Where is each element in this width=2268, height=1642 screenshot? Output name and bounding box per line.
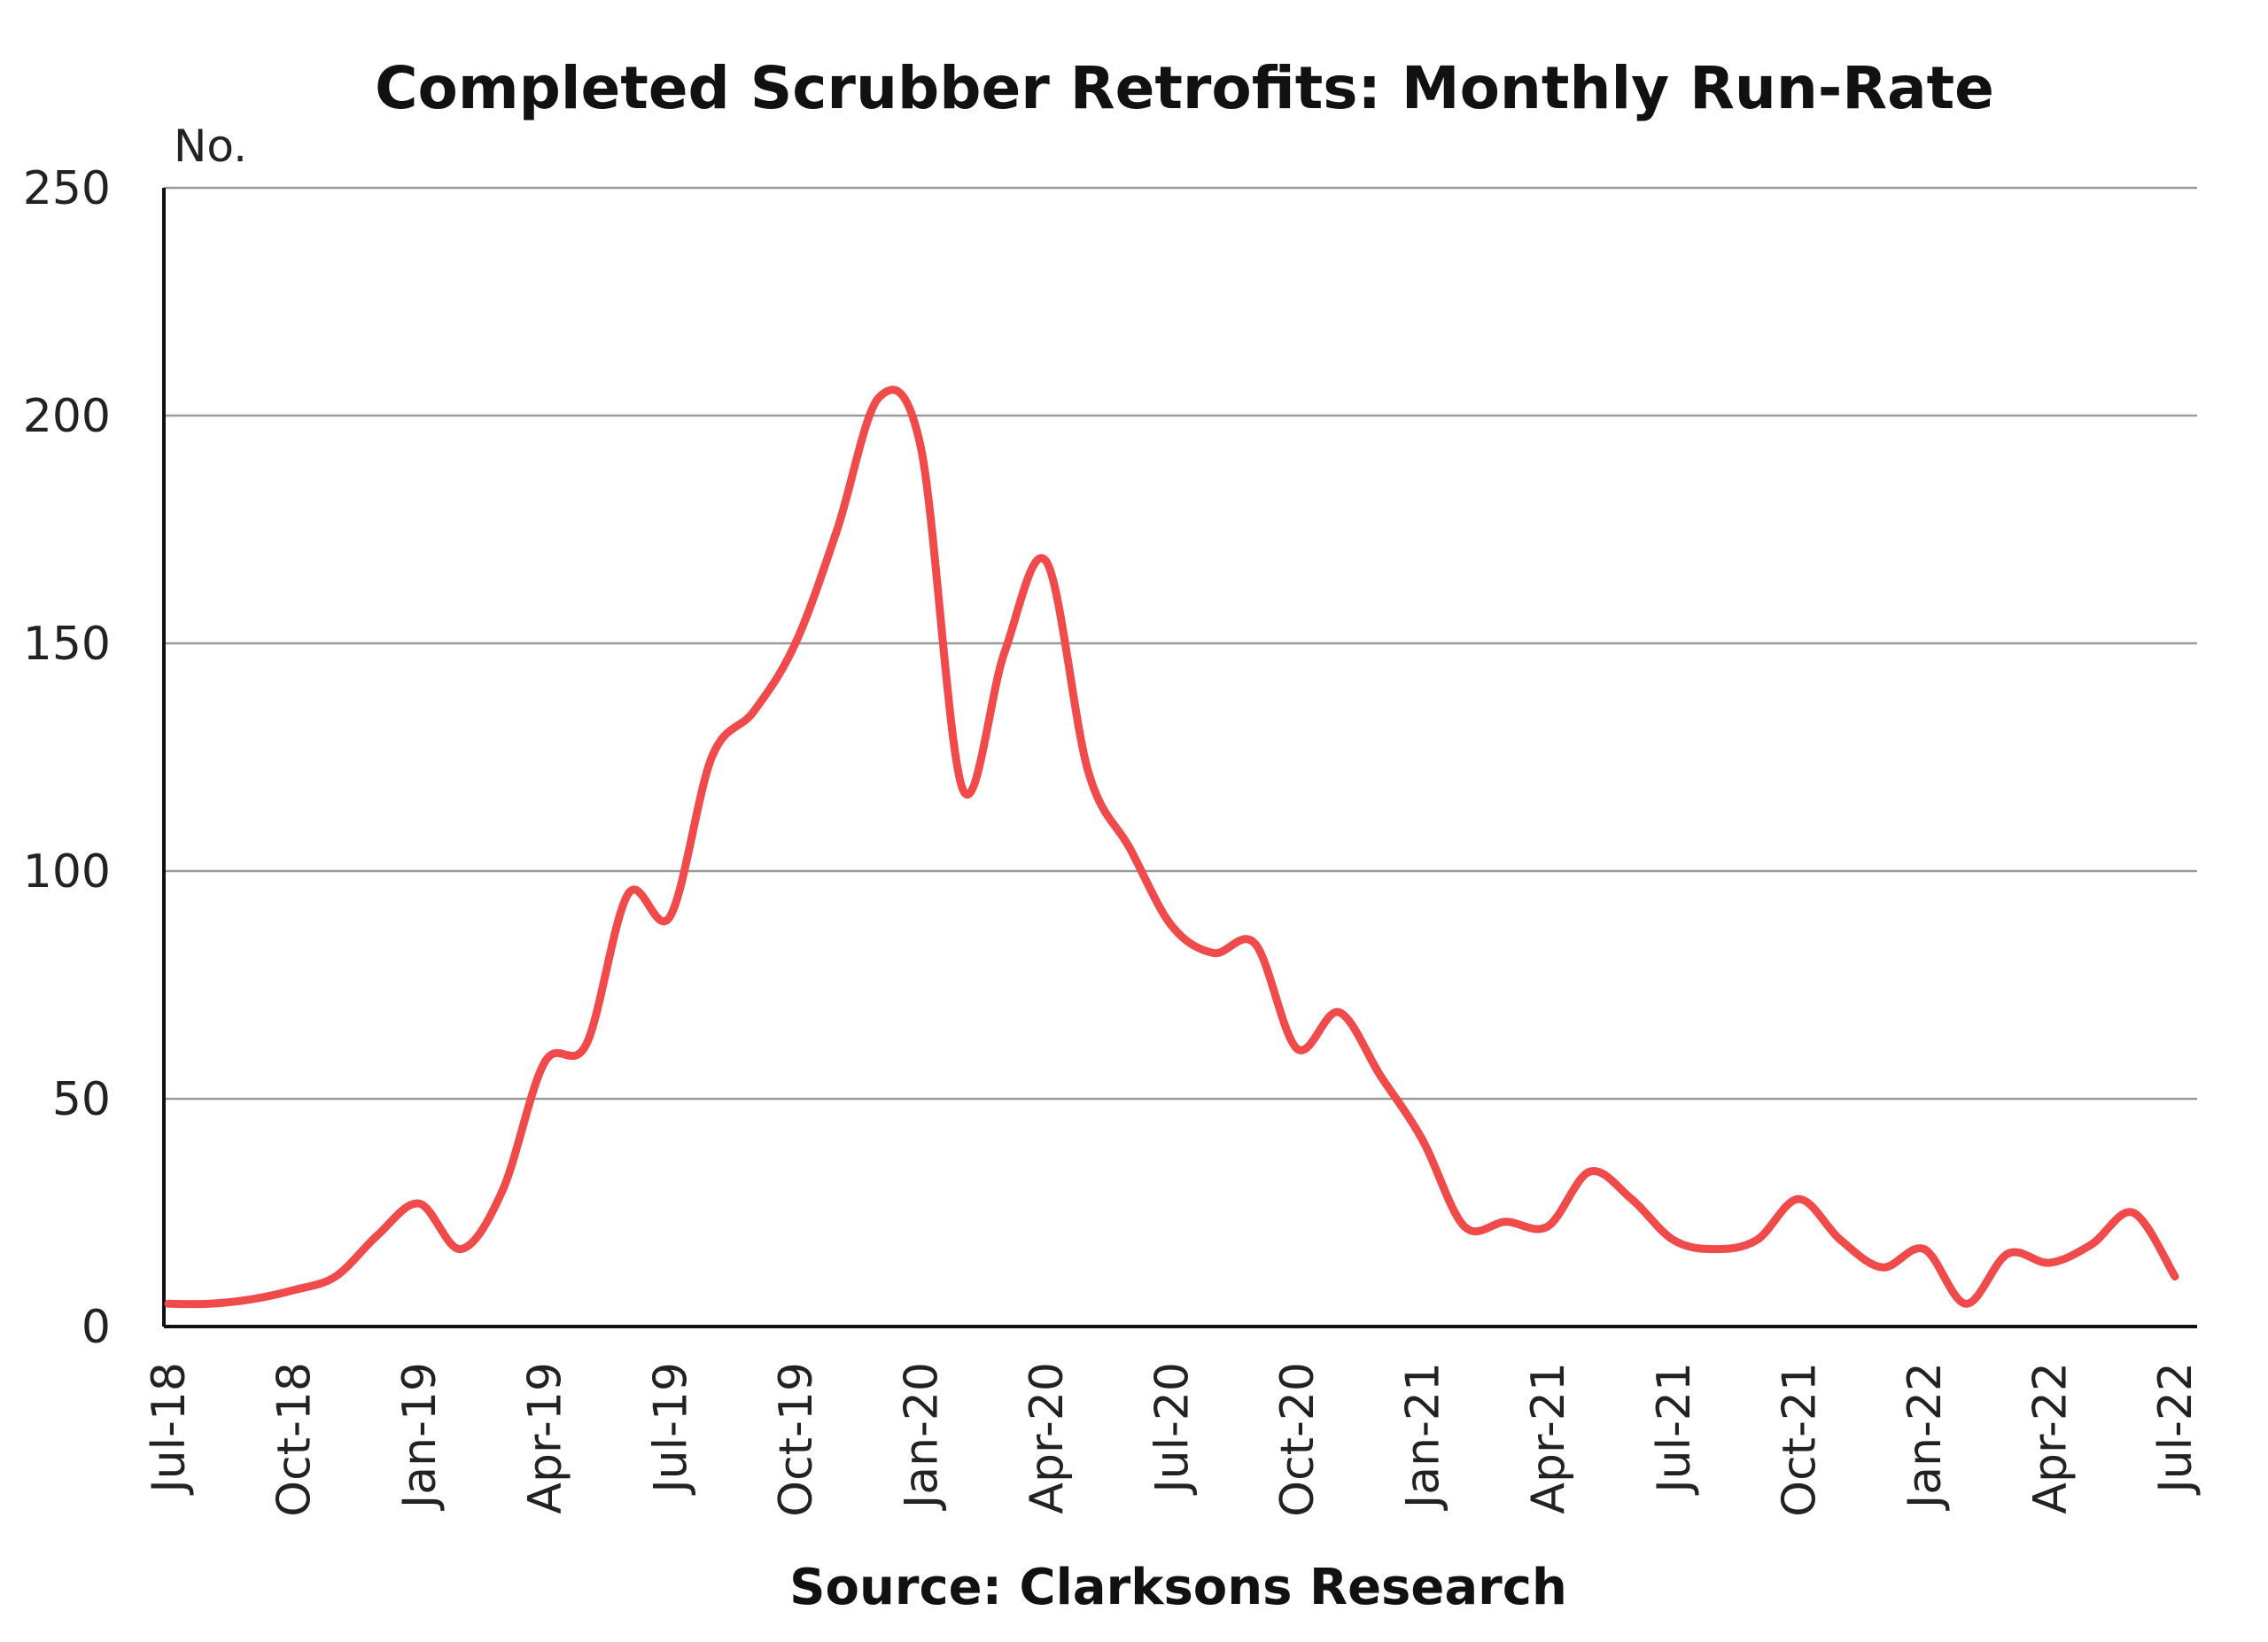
x-tick-label: Jul-22 <box>2149 1362 2202 1496</box>
x-tick-label: Apr-19 <box>519 1362 572 1514</box>
gridlines <box>164 186 2197 1101</box>
y-tick-label: 200 <box>23 390 111 443</box>
x-tick-label: Apr-20 <box>1021 1362 1074 1514</box>
x-tick-label: Jan-20 <box>895 1362 948 1511</box>
x-tick-label: Jan-22 <box>1899 1362 1952 1511</box>
x-tick-label: Jul-18 <box>143 1362 196 1496</box>
y-tick-label: 0 <box>82 1301 111 1354</box>
x-axis-ticks: Jul-18 Oct-18 Jan-19 Apr-19 Jul-19 Oct-19 Jan-… <box>143 1362 2202 1517</box>
axes <box>162 188 2197 1328</box>
chart-title: Completed Scrubber Retrofits: Monthly Ru… <box>375 54 1994 122</box>
x-tick-label: Jul-21 <box>1648 1362 1701 1496</box>
x-tick-label: Apr-22 <box>2023 1362 2077 1514</box>
y-tick-label: 50 <box>52 1073 111 1126</box>
source-label: Source: Clarksons Research <box>789 1559 1567 1616</box>
x-tick-label: Oct-20 <box>1271 1362 1324 1517</box>
y-tick-label: 250 <box>23 162 111 215</box>
series-line-0 <box>164 385 2179 1309</box>
x-tick-label: Oct-21 <box>1773 1362 1826 1517</box>
y-axis-ticks: 0 50 100 150 200 250 <box>23 162 111 1354</box>
x-tick-label: Jan-21 <box>1397 1362 1450 1511</box>
y-tick-label: 150 <box>23 618 111 671</box>
series-lines <box>164 385 2179 1309</box>
x-tick-label: Jan-19 <box>393 1362 447 1511</box>
y-axis-unit-label: No. <box>174 121 247 172</box>
x-tick-label: Oct-18 <box>268 1362 322 1517</box>
x-tick-label: Jul-19 <box>644 1362 697 1496</box>
x-tick-label: Jul-20 <box>1146 1362 1200 1496</box>
x-tick-label: Oct-19 <box>770 1362 823 1517</box>
y-tick-label: 100 <box>23 845 111 899</box>
x-tick-label: Apr-21 <box>1522 1362 1575 1514</box>
